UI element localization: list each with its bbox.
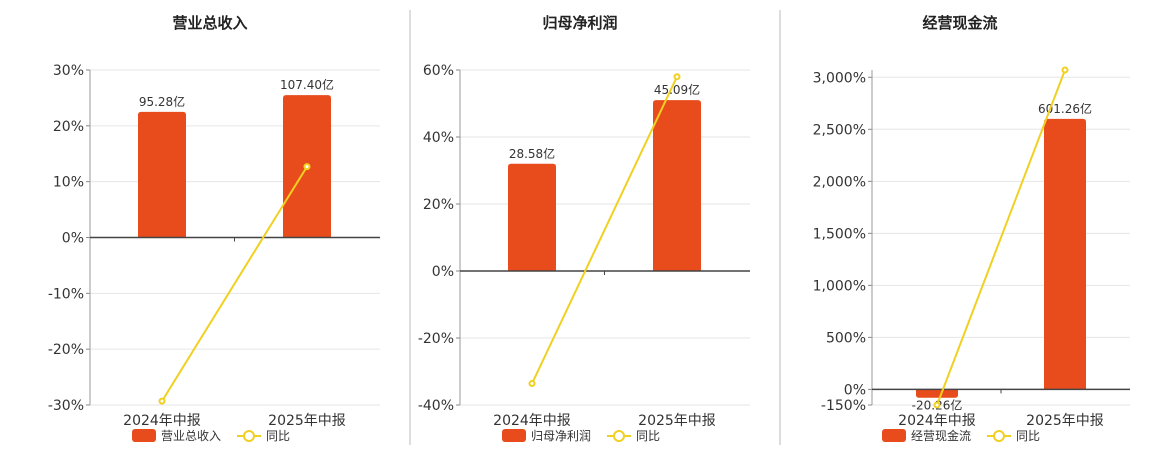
legend-bar-label: 经营现金流 [911, 428, 971, 443]
legend-line-label: 同比 [1016, 429, 1040, 443]
yoy-line [936, 69, 1066, 406]
legend-line-marker-icon [613, 430, 625, 442]
y-tick-label: 0% [432, 264, 454, 280]
y-tick-label: 40% [423, 130, 454, 146]
bar-data-label: 45.09亿 [654, 82, 700, 97]
bar [1044, 118, 1086, 390]
y-tick-label: 1,000% [813, 278, 866, 294]
y-tick-label: -30% [48, 398, 84, 414]
x-tick-label: 2025年中报 [638, 413, 716, 429]
y-tick-label: 0% [62, 231, 84, 247]
legend-bar-icon [882, 429, 906, 442]
bar-data-label: 601.26亿 [1038, 101, 1092, 116]
bar-data-label: 28.58亿 [509, 146, 555, 161]
x-tick-label: 2024年中报 [123, 413, 201, 429]
x-tick-label: 2025年中报 [1026, 413, 1104, 429]
x-tick-label: 2024年中报 [493, 413, 571, 429]
bar [508, 163, 556, 271]
yoy-point [528, 380, 536, 388]
legend-bar-label: 归母净利润 [531, 429, 591, 443]
chart-title: 经营现金流 [922, 14, 997, 32]
y-tick-label: -20% [48, 342, 84, 358]
chart-title: 归母净利润 [542, 14, 617, 32]
chart-title: 营业总收入 [172, 14, 247, 32]
y-tick-label: 20% [53, 119, 84, 135]
y-tick-label: 500% [826, 330, 866, 346]
y-tick-label: -150% [821, 398, 866, 414]
yoy-point [1061, 66, 1069, 74]
y-tick-label: 1,500% [813, 226, 866, 242]
bar [653, 100, 701, 272]
y-tick-label: 20% [423, 197, 454, 213]
y-tick-label: 2,500% [813, 122, 866, 138]
x-tick-label: 2024年中报 [898, 413, 976, 429]
bar-data-label: 107.40亿 [280, 77, 334, 92]
legend-line-marker-icon [243, 430, 255, 442]
y-tick-label: 3,000% [813, 70, 866, 86]
yoy-point [158, 397, 166, 405]
bar [138, 111, 186, 238]
chart-panel-3: 经营现金流 3,000% 2,500% 2,000% 1,500% 1,000% 500% 0… [813, 14, 1130, 443]
y-tick-label: 2,000% [813, 174, 866, 190]
legend: 营业总收入 同比 [132, 429, 290, 443]
x-tick-label: 2025年中报 [268, 413, 346, 429]
yoy-line [161, 166, 308, 402]
yoy-point [933, 401, 941, 409]
legend-line-label: 同比 [266, 429, 290, 443]
legend: 归母净利润 同比 [502, 429, 660, 443]
yoy-point [673, 73, 681, 81]
bar-data-label: 95.28亿 [139, 94, 185, 109]
y-tick-label: 0% [844, 382, 866, 398]
bar [916, 389, 958, 398]
y-tick-label: 30% [53, 63, 84, 79]
yoy-point [303, 163, 311, 171]
chart-panel-2: 归母净利润 60% 40% 20% 0% -20% -40% 28.58亿 45.09亿 2024… [418, 14, 750, 443]
y-tick-label: -40% [418, 398, 454, 414]
y-tick-label: 10% [53, 175, 84, 191]
yoy-line [531, 76, 678, 384]
legend: 经营现金流 同比 [882, 428, 1040, 443]
legend-line-marker-icon [993, 430, 1005, 442]
legend-bar-label: 营业总收入 [161, 429, 221, 443]
y-tick-label: -20% [418, 331, 454, 347]
legend-line-label: 同比 [636, 429, 660, 443]
y-tick-label: -10% [48, 286, 84, 302]
chart-panel-1: 营业总收入 30% 20% 10% 0% -10% -20% -30% 95.28亿 107.40… [48, 14, 380, 443]
y-tick-label: 60% [423, 63, 454, 79]
legend-bar-icon [502, 429, 526, 442]
legend-bar-icon [132, 429, 156, 442]
